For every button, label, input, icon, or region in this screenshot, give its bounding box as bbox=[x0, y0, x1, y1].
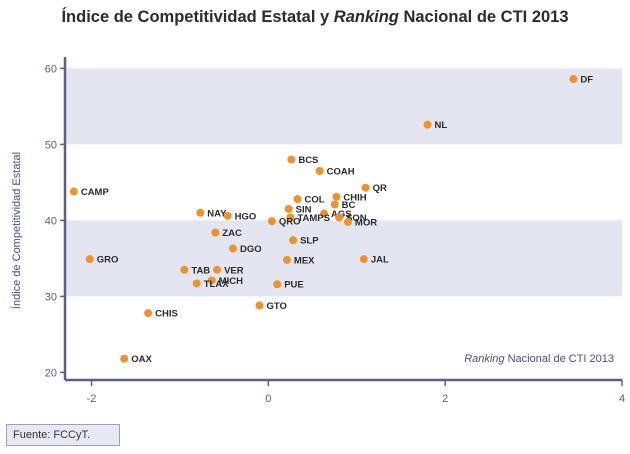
data-label-df: DF bbox=[580, 75, 593, 86]
data-point-qr bbox=[361, 183, 370, 192]
x-axis-label-part-1: Ranking bbox=[464, 353, 505, 365]
data-label-mex: MEX bbox=[294, 255, 315, 266]
data-point-mor bbox=[343, 217, 352, 226]
data-label-tamps: TAMPS bbox=[297, 213, 330, 224]
x-tick-label-4: 4 bbox=[619, 393, 625, 405]
data-point-coah bbox=[315, 167, 324, 175]
data-point-zac bbox=[211, 228, 220, 237]
band-0 bbox=[65, 220, 622, 297]
data-point-slp bbox=[289, 236, 298, 245]
data-label-hgo: HGO bbox=[235, 211, 257, 222]
data-point-dgo bbox=[228, 244, 237, 253]
data-label-son: SON bbox=[346, 213, 367, 224]
data-label-bcs: BCS bbox=[298, 155, 318, 166]
data-label-sin: SIN bbox=[296, 205, 312, 216]
band-1 bbox=[65, 68, 622, 145]
x-axis-label: Ranking Nacional de CTI 2013 bbox=[464, 353, 614, 365]
data-label-gto: GTO bbox=[267, 301, 287, 312]
data-label-col: COL bbox=[305, 195, 325, 206]
data-label-ver: VER bbox=[224, 265, 244, 276]
data-point-jal bbox=[359, 255, 368, 264]
data-label-gro: GRO bbox=[97, 255, 119, 266]
data-label-nay: NAY bbox=[207, 208, 227, 219]
data-point-ags bbox=[320, 209, 329, 218]
data-label-nl: NL bbox=[434, 120, 447, 131]
data-point-nl bbox=[423, 120, 432, 129]
data-point-ver bbox=[213, 265, 222, 274]
data-label-mor: MOR bbox=[355, 217, 377, 228]
data-point-tamps bbox=[286, 213, 295, 222]
data-point-camp bbox=[69, 187, 78, 196]
data-point-mex bbox=[282, 255, 291, 264]
x-tick-label-2: 2 bbox=[442, 393, 448, 405]
data-label-chih: CHIH bbox=[343, 192, 366, 203]
data-point-pue bbox=[273, 280, 282, 289]
data-point-chih bbox=[332, 192, 341, 201]
data-label-coah: COAH bbox=[327, 167, 355, 178]
source-note: Fuente: FCCyT. bbox=[6, 424, 120, 446]
data-point-tab bbox=[180, 265, 189, 274]
data-label-tlax: TLAX bbox=[204, 279, 229, 290]
data-label-camp: CAMP bbox=[81, 187, 110, 198]
x-tick-label--2: -2 bbox=[87, 393, 97, 405]
data-point-mich bbox=[207, 276, 216, 285]
chart-title-part-2: Ranking bbox=[333, 8, 399, 26]
data-label-qr: QR bbox=[373, 183, 387, 194]
y-tick-label-20: 20 bbox=[45, 367, 57, 379]
data-point-tlax bbox=[192, 279, 201, 288]
y-tick-label-40: 40 bbox=[45, 215, 57, 227]
y-tick-label-30: 30 bbox=[45, 291, 57, 303]
chart-title-part-1: Índice de Competitividad Estatal y bbox=[61, 8, 334, 26]
x-axis-label-part-2: Nacional de CTI 2013 bbox=[505, 353, 614, 365]
data-point-gro bbox=[85, 255, 94, 264]
data-label-pue: PUE bbox=[284, 280, 304, 291]
data-label-bc: BC bbox=[342, 200, 356, 211]
data-point-nay bbox=[196, 208, 205, 217]
data-point-oax bbox=[120, 354, 129, 363]
y-tick-label-50: 50 bbox=[45, 139, 57, 151]
data-label-tab: TAB bbox=[191, 265, 210, 276]
data-point-df bbox=[569, 75, 578, 84]
data-point-col bbox=[293, 195, 302, 204]
data-label-mich: MICH bbox=[219, 276, 243, 287]
chart-title-part-3: Nacional de CTI 2013 bbox=[398, 8, 569, 26]
data-label-chis: CHIS bbox=[155, 309, 178, 320]
data-label-dgo: DGO bbox=[240, 244, 262, 255]
data-point-qro bbox=[267, 217, 276, 226]
data-point-bc bbox=[330, 200, 339, 209]
y-tick-label-60: 60 bbox=[45, 63, 57, 75]
data-point-sin bbox=[284, 205, 293, 213]
data-point-chis bbox=[144, 309, 153, 318]
data-label-oax: OAX bbox=[131, 354, 152, 365]
data-label-slp: SLP bbox=[300, 236, 319, 247]
data-point-gto bbox=[255, 301, 264, 310]
data-point-son bbox=[335, 213, 344, 222]
y-axis-label: Índice de Competitividad Estatal bbox=[10, 152, 23, 309]
chart-title: Índice de Competitividad Estatal y Ranki… bbox=[0, 8, 630, 27]
data-label-zac: ZAC bbox=[222, 228, 242, 239]
data-point-hgo bbox=[223, 211, 232, 220]
data-label-qro: QRO bbox=[279, 217, 301, 228]
data-label-jal: JAL bbox=[371, 255, 389, 266]
x-tick-label-0: 0 bbox=[265, 393, 271, 405]
data-point-bcs bbox=[287, 155, 296, 164]
